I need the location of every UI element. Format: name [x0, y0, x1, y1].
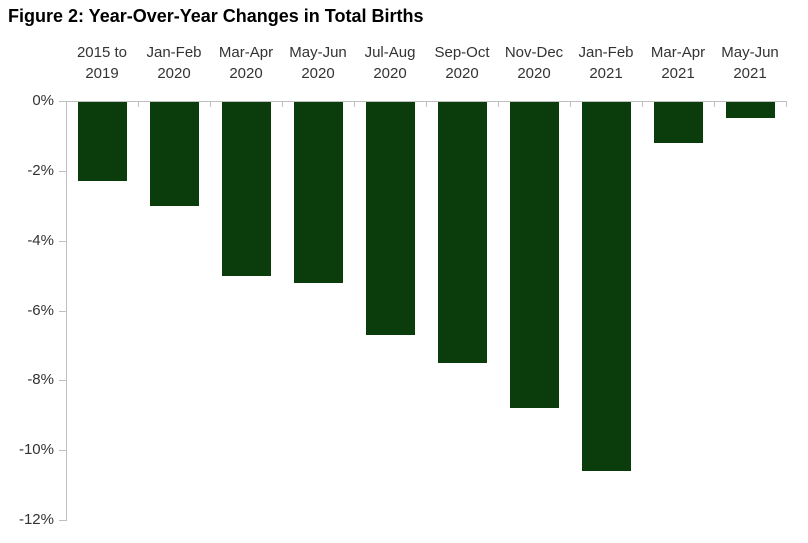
y-axis-line — [66, 101, 67, 521]
bar-jul-aug-2020 — [366, 102, 415, 335]
x-axis-tick — [66, 101, 67, 107]
bar-mar-apr-2021 — [654, 102, 703, 143]
x-axis-tick — [786, 101, 787, 107]
chart-title: Figure 2: Year-Over-Year Changes in Tota… — [8, 6, 424, 26]
y-axis-tick — [59, 311, 66, 312]
x-axis-label: Nov-Dec 2020 — [504, 44, 564, 82]
y-axis-label: -4% — [27, 232, 54, 249]
x-axis-label: Jul-Aug 2020 — [364, 44, 416, 82]
y-axis-label: 0% — [32, 92, 54, 109]
y-axis-tick — [59, 101, 66, 102]
x-axis-label: Mar-Apr 2021 — [650, 44, 706, 82]
bar-may-jun-2021 — [726, 102, 775, 118]
x-axis-tick — [498, 101, 499, 107]
bar-jan-feb-2021 — [582, 102, 631, 471]
y-axis-label: -2% — [27, 162, 54, 179]
x-axis-tick — [210, 101, 211, 107]
x-axis-tick — [642, 101, 643, 107]
y-axis-tick — [59, 380, 66, 381]
bar-2015-to-2019 — [78, 102, 127, 181]
x-axis-label: 2015 to 2019 — [76, 44, 128, 82]
y-axis-tick — [59, 241, 66, 242]
bar-mar-apr-2020 — [222, 102, 271, 276]
bar-nov-dec-2020 — [510, 102, 559, 408]
bar-jan-feb-2020 — [150, 102, 199, 206]
x-axis-label: Sep-Oct 2020 — [434, 44, 490, 82]
x-axis-tick — [570, 101, 571, 107]
x-axis-label: Mar-Apr 2020 — [218, 44, 274, 82]
bar-may-jun-2020 — [294, 102, 343, 283]
x-axis-tick — [138, 101, 139, 107]
x-axis-tick — [354, 101, 355, 107]
y-axis-tick — [59, 520, 66, 521]
y-axis-label: -6% — [27, 302, 54, 319]
x-axis-tick — [282, 101, 283, 107]
x-axis-label: Jan-Feb 2021 — [578, 44, 634, 82]
x-axis-label: May-Jun 2021 — [721, 44, 779, 82]
x-axis-label: Jan-Feb 2020 — [146, 44, 202, 82]
y-axis-label: -12% — [18, 511, 54, 528]
x-axis-tick — [714, 101, 715, 107]
y-axis-tick — [59, 171, 66, 172]
bar-sep-oct-2020 — [438, 102, 487, 363]
x-axis-label: May-Jun 2020 — [289, 44, 347, 82]
y-axis-label: -10% — [18, 441, 54, 458]
y-axis-tick — [59, 450, 66, 451]
x-axis-tick — [426, 101, 427, 107]
y-axis-label: -8% — [27, 371, 54, 388]
